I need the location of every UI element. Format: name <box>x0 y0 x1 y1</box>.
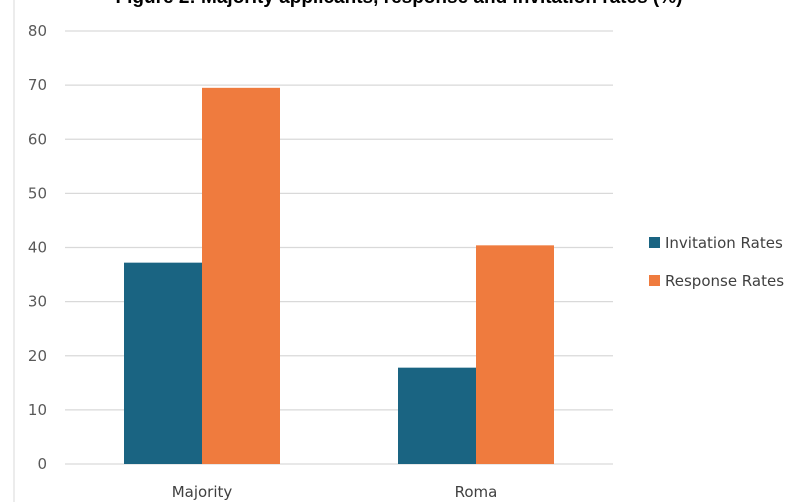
legend: Invitation Rates Response Rates <box>649 234 784 290</box>
x-category-label: Majority <box>172 483 233 501</box>
chart-title: Figure 2: Majority applicants, response … <box>0 0 798 11</box>
y-tick-label: 70 <box>28 76 47 94</box>
legend-label: Response Rates <box>665 272 784 290</box>
x-axis-categories: Majority Roma <box>172 483 498 501</box>
bar-majority-invitation-rates <box>124 262 202 464</box>
legend-label: Invitation Rates <box>665 234 783 252</box>
bar-roma-invitation-rates <box>398 367 476 464</box>
y-tick-label: 10 <box>28 401 47 419</box>
y-tick-label: 60 <box>28 130 47 148</box>
y-tick-label: 20 <box>28 347 47 365</box>
x-category-label: Roma <box>455 483 498 501</box>
y-axis-ticks: 0 10 20 30 40 50 60 70 80 <box>28 22 47 473</box>
bar-majority-response-rates <box>202 87 280 465</box>
bars <box>124 87 554 465</box>
y-tick-label: 40 <box>28 239 47 257</box>
legend-swatch <box>649 275 660 286</box>
legend-swatch <box>649 237 660 248</box>
bar-roma-response-rates <box>476 245 554 464</box>
y-tick-label: 30 <box>28 293 47 311</box>
y-tick-label: 80 <box>28 22 47 40</box>
y-tick-label: 0 <box>37 455 47 473</box>
y-tick-label: 50 <box>28 184 47 202</box>
